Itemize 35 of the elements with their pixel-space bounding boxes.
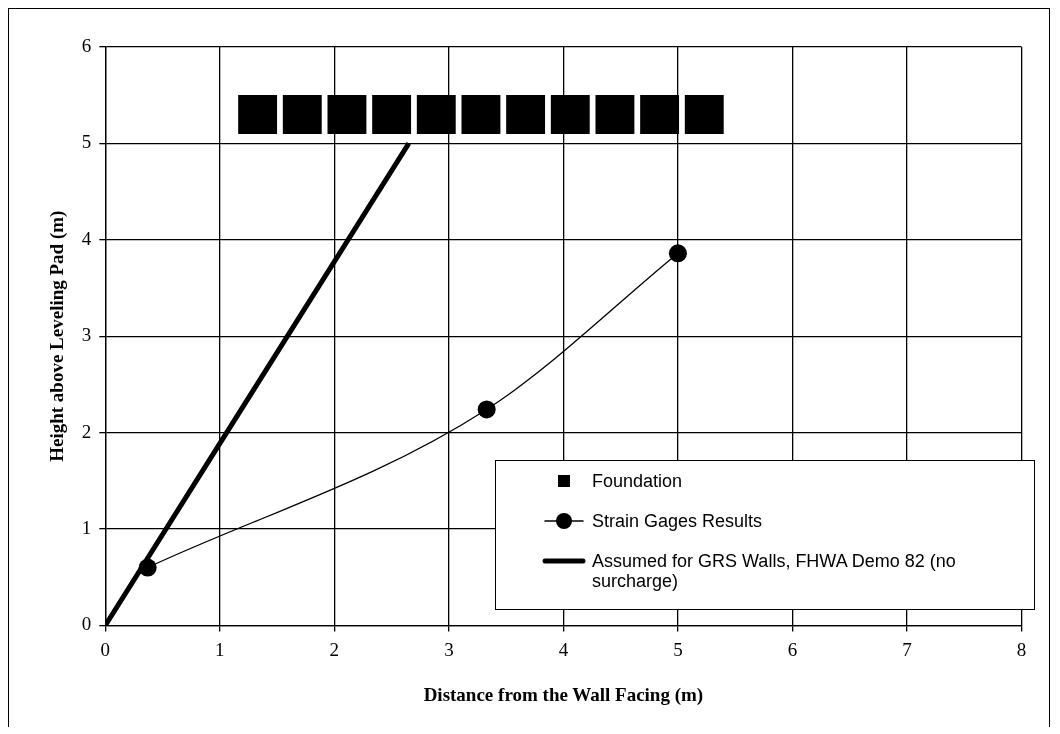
y-tick-label: 4 bbox=[81, 227, 92, 249]
y-tick-label: 5 bbox=[81, 131, 92, 153]
legend-label: Strain Gages Results bbox=[592, 511, 763, 531]
point bbox=[461, 95, 501, 134]
x-tick-label: 6 bbox=[787, 638, 798, 660]
y-tick-label: 2 bbox=[81, 420, 92, 442]
x-tick-label: 4 bbox=[558, 638, 569, 660]
point bbox=[416, 95, 456, 134]
x-tick-label: 2 bbox=[329, 638, 340, 660]
x-tick-label: 1 bbox=[215, 638, 225, 660]
y-tick-label: 0 bbox=[81, 613, 92, 635]
point bbox=[477, 400, 496, 419]
point bbox=[327, 95, 367, 134]
point bbox=[684, 95, 724, 134]
point bbox=[138, 558, 157, 577]
y-tick-label: 6 bbox=[81, 34, 92, 56]
point bbox=[668, 244, 687, 263]
y-tick-label: 1 bbox=[81, 516, 92, 538]
y-tick-label: 3 bbox=[81, 324, 92, 346]
legend-label: Assumed for GRS Walls, FHWA Demo 82 (no surcharge) bbox=[592, 551, 957, 591]
point bbox=[238, 95, 278, 134]
point bbox=[550, 95, 590, 134]
x-tick-label: 0 bbox=[100, 638, 111, 660]
x-tick-label: 7 bbox=[902, 638, 912, 660]
x-tick-label: 3 bbox=[444, 638, 454, 660]
point bbox=[282, 95, 322, 134]
point bbox=[372, 95, 412, 134]
x-axis-title: Distance from the Wall Facing (m) bbox=[423, 683, 704, 706]
x-tick-label: 8 bbox=[1016, 638, 1027, 660]
point bbox=[595, 95, 635, 134]
point bbox=[640, 95, 680, 134]
y-axis-title: Height above Leveling Pad (m) bbox=[46, 210, 69, 462]
x-tick-label: 5 bbox=[673, 638, 683, 660]
point bbox=[506, 95, 546, 134]
legend-label: Foundation bbox=[592, 471, 683, 491]
